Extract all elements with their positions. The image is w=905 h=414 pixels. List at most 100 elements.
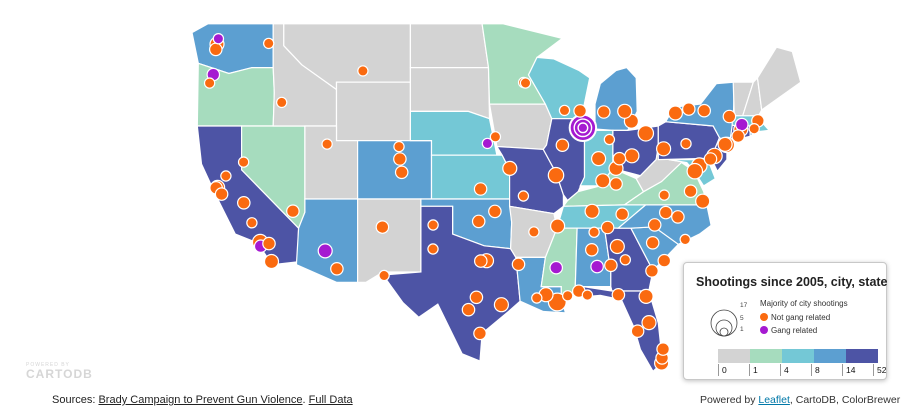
state-north-dakota[interactable] (409, 23, 490, 69)
shooting-marker[interactable] (214, 187, 229, 201)
gang-shooting-marker[interactable] (549, 260, 563, 275)
shooting-marker[interactable] (286, 204, 300, 218)
shooting-marker[interactable] (609, 177, 623, 191)
shooting-marker[interactable] (637, 125, 655, 142)
shooting-marker[interactable] (473, 254, 488, 268)
shooting-marker[interactable] (471, 214, 486, 229)
shooting-marker[interactable] (531, 292, 543, 304)
shooting-marker[interactable] (679, 233, 691, 246)
shooting-marker[interactable] (209, 42, 223, 57)
shooting-marker[interactable] (581, 289, 594, 301)
shooting-marker[interactable] (619, 254, 632, 266)
shooting-marker[interactable] (393, 140, 405, 153)
shooting-marker[interactable] (645, 236, 660, 250)
shooting-marker[interactable] (658, 189, 670, 201)
state-kansas[interactable] (430, 154, 511, 200)
shooting-marker[interactable] (237, 156, 250, 168)
shooting-marker[interactable] (584, 243, 599, 257)
shooting-marker[interactable] (612, 151, 627, 166)
shooting-marker[interactable] (584, 203, 600, 219)
shooting-marker[interactable] (748, 122, 760, 135)
shooting-marker[interactable] (473, 182, 488, 196)
shooting-marker[interactable] (502, 160, 518, 176)
shooting-marker[interactable] (393, 152, 407, 166)
shooting-marker[interactable] (263, 253, 280, 270)
shooting-marker[interactable] (611, 287, 626, 302)
shooting-marker[interactable] (511, 257, 526, 272)
gang-shooting-marker[interactable] (317, 243, 333, 259)
shooting-marker[interactable] (517, 190, 530, 202)
shooting-marker[interactable] (528, 226, 540, 238)
shooting-marker[interactable] (680, 137, 692, 150)
state-wyoming[interactable] (335, 81, 411, 142)
shooting-marker[interactable] (375, 220, 390, 234)
shooting-marker[interactable] (722, 109, 737, 124)
us-choropleth-map[interactable] (0, 0, 905, 395)
shooting-marker[interactable] (731, 129, 745, 143)
shooting-marker[interactable] (330, 261, 344, 276)
shooting-marker[interactable] (562, 290, 574, 302)
leaflet-link[interactable]: Leaflet (758, 394, 790, 406)
state-iowa[interactable] (488, 103, 553, 151)
gang-shooting-marker[interactable] (481, 137, 494, 150)
state-wisconsin[interactable] (527, 56, 591, 120)
shooting-marker[interactable] (604, 258, 618, 273)
shooting-marker[interactable] (378, 269, 390, 282)
shooting-marker[interactable] (667, 105, 684, 121)
shooting-marker[interactable] (573, 104, 587, 118)
shooting-marker[interactable] (686, 162, 704, 180)
shooting-marker[interactable] (647, 218, 662, 232)
shooting-marker[interactable] (681, 102, 696, 116)
gang-shooting-marker[interactable] (590, 259, 604, 274)
shooting-marker[interactable] (263, 37, 275, 50)
shooting-marker[interactable] (357, 65, 369, 77)
shooting-marker[interactable] (655, 141, 672, 157)
shooting-marker[interactable] (588, 226, 600, 238)
shooting-marker[interactable] (671, 210, 685, 224)
shooting-marker[interactable] (596, 105, 611, 119)
shooting-marker[interactable] (262, 236, 276, 251)
shooting-marker[interactable] (549, 218, 566, 234)
shooting-marker[interactable] (489, 131, 502, 143)
shooting-marker[interactable] (641, 315, 657, 331)
state-new-mexico[interactable] (357, 198, 422, 283)
state-maine[interactable] (756, 46, 802, 112)
shooting-marker[interactable] (617, 103, 633, 119)
shooting-marker[interactable] (220, 170, 232, 182)
shooting-marker[interactable] (590, 151, 607, 167)
shooting-marker[interactable] (493, 297, 509, 313)
shooting-marker[interactable] (427, 243, 439, 255)
shooting-marker[interactable] (237, 196, 251, 210)
shooting-marker[interactable] (645, 264, 659, 278)
shooting-marker[interactable] (603, 133, 616, 146)
shooting-marker[interactable] (547, 166, 565, 184)
brady-campaign-link[interactable]: Brady Campaign to Prevent Gun Violence (98, 394, 303, 406)
shooting-marker[interactable] (555, 138, 570, 152)
shooting-marker[interactable] (630, 324, 645, 338)
shooting-marker[interactable] (609, 238, 625, 255)
shooting-marker[interactable] (658, 205, 673, 220)
shooting-marker[interactable] (488, 204, 502, 219)
shooting-marker[interactable] (246, 217, 258, 229)
shooting-marker[interactable] (469, 290, 484, 305)
state-new-hampshire[interactable] (741, 76, 763, 117)
shooting-marker[interactable] (657, 253, 672, 268)
shooting-marker[interactable] (683, 184, 698, 198)
shooting-marker[interactable] (427, 219, 439, 231)
shooting-marker[interactable] (473, 326, 487, 341)
shooting-marker[interactable] (276, 96, 288, 109)
shooting-marker[interactable] (703, 152, 718, 166)
shooting-marker[interactable] (203, 77, 216, 89)
shooting-marker[interactable] (624, 148, 640, 164)
shooting-marker[interactable] (558, 104, 571, 117)
shooting-marker[interactable] (638, 288, 654, 304)
shooting-marker[interactable] (595, 173, 611, 189)
map-canvas[interactable] (0, 0, 905, 395)
shooting-marker[interactable] (461, 302, 476, 317)
gang-shooting-marker[interactable] (734, 117, 749, 132)
shooting-marker[interactable] (717, 136, 733, 152)
full-data-link[interactable]: Full Data (308, 394, 353, 406)
shooting-marker[interactable] (321, 138, 333, 150)
state-arizona[interactable] (295, 198, 359, 283)
shooting-marker[interactable] (695, 193, 711, 209)
